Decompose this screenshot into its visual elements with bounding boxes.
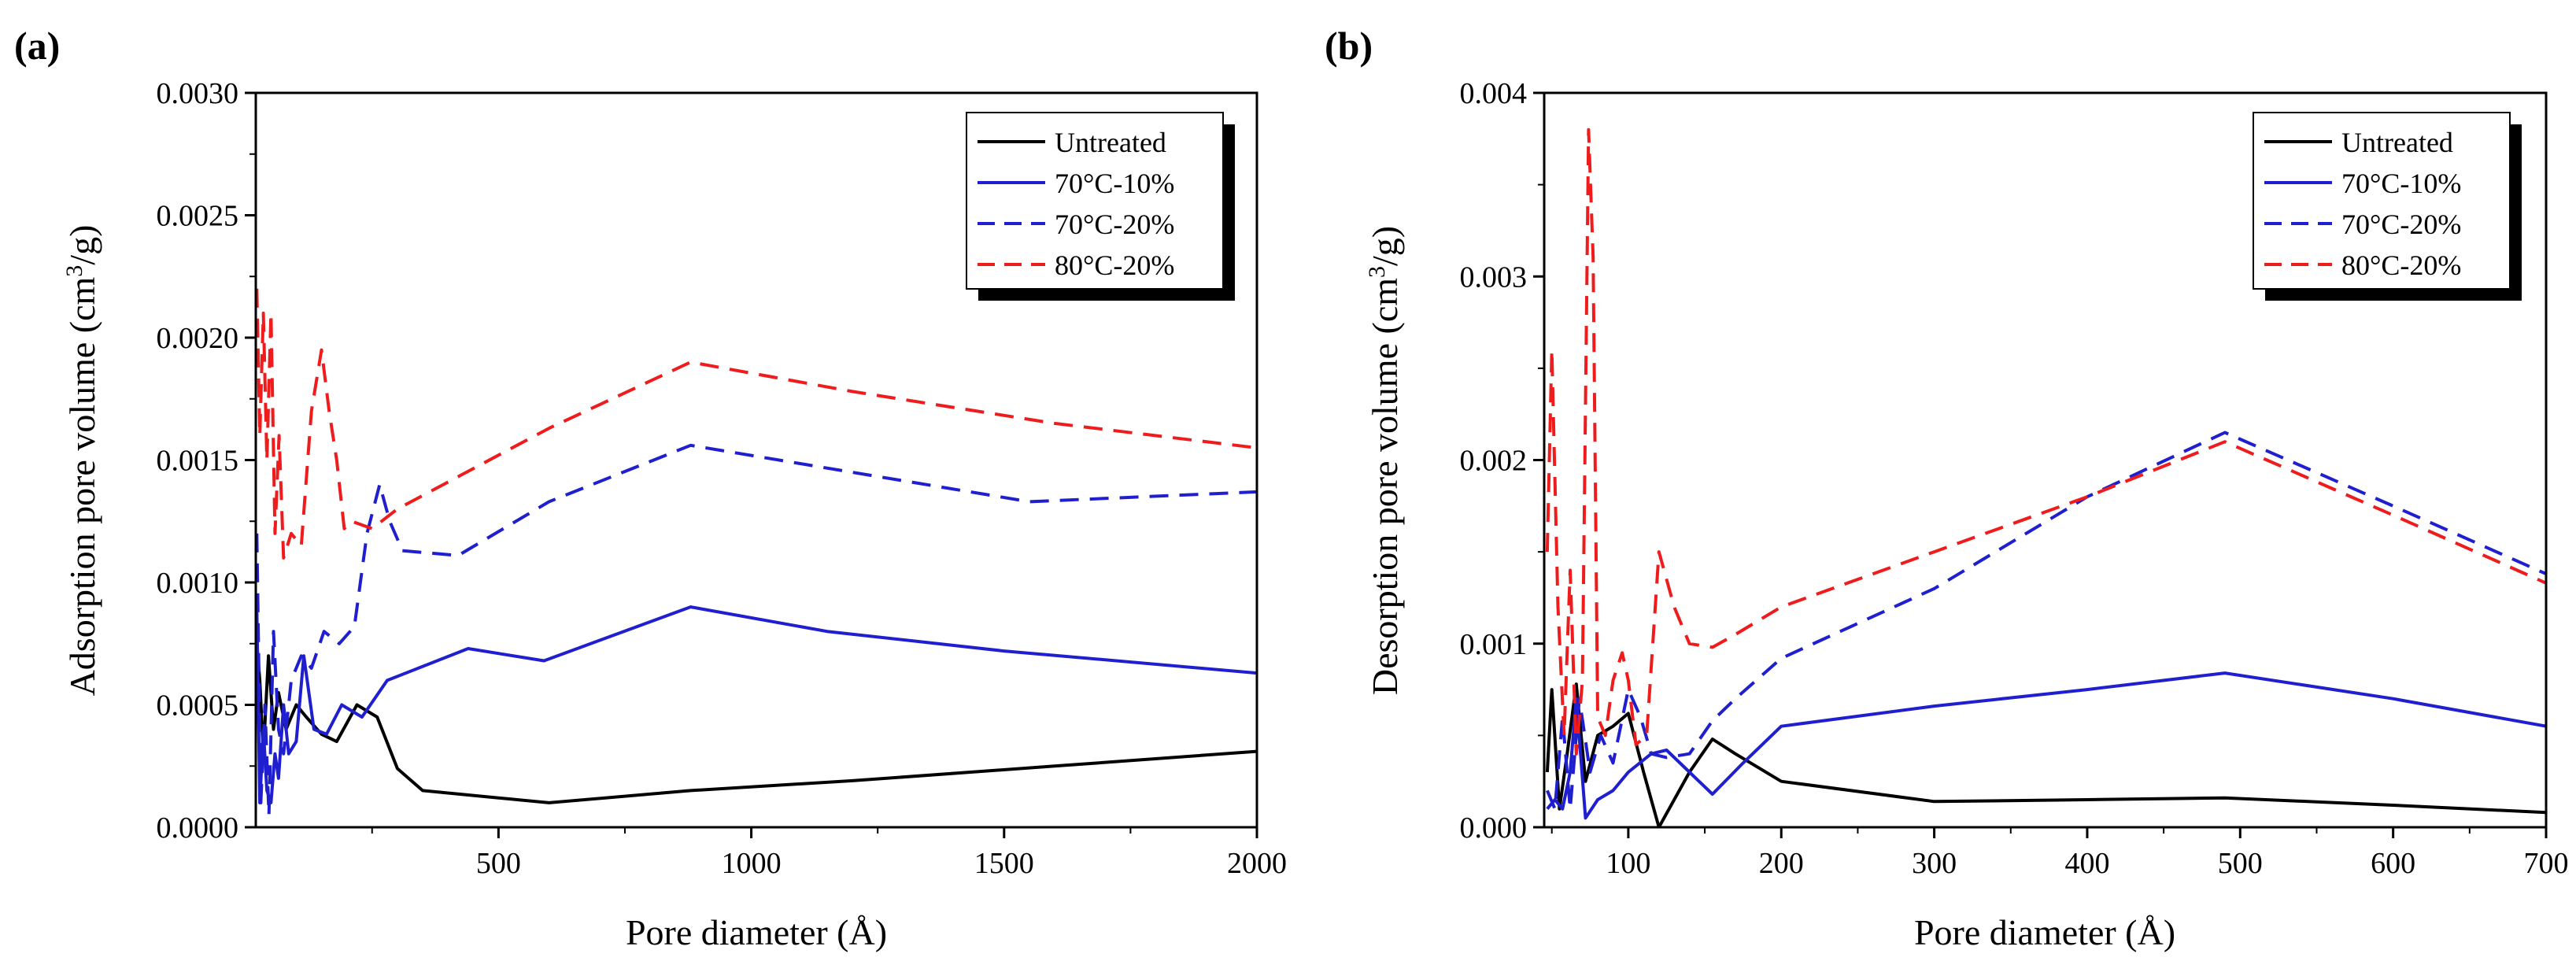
legend-label-70c-20: 70°C-20% [2341,209,2461,240]
legend-label-70c-20: 70°C-20% [1055,209,1174,240]
panel-b-series-group [1545,128,2546,827]
panel-b-y-axis-title-end: /g) [1365,226,1405,266]
panel-b-x-tick-label: 700 [2524,847,2569,880]
panel-b-y-tick-label: 0.001 [1460,628,1528,661]
panel-b-y-tick-label: 0.000 [1460,811,1528,845]
panel-a-label: (a) [14,24,60,68]
panel-a-y-tick-label: 0.0015 [157,445,239,478]
legend-label-80c-20: 80°C-20% [1055,250,1174,281]
panel-a-x-tick-label: 2000 [1227,847,1287,880]
panel-a-x-axis-title: Pore diameter (Å) [626,912,887,952]
panel-a-series-80c-20 [256,288,1257,560]
panel-b-legend: Untreated 70°C-10% 70°C-20% 80°C-20% [2253,112,2522,301]
panel-b-ticks: 100 200 300 400 500 600 700 0.000 0.001 0.002 0.00… [1460,77,2569,880]
panel-b-series-80c-20 [1545,128,2546,756]
panel-a-series-70c-20 [256,443,1257,817]
panel-a-ticks: 500 1000 1500 2000 0.0000 0.0005 0.0010 0.0015 0… [157,77,1288,880]
panel-a-adsorption: (a) 500 1000 1500 2000 0.0000 0.0005 0.0010 0.0… [14,24,1287,952]
panel-b-series-70c-10 [1546,671,2546,820]
panel-a-legend: Untreated 70°C-10% 70°C-20% 80°C-20% [966,112,1235,301]
panel-a-y-axis-title: Adsorption pore volume (cm3/g) [61,225,102,697]
panel-b-x-tick-label: 300 [1912,847,1957,880]
panel-b-x-tick-label: 200 [1759,847,1804,880]
legend-label-untreated: Untreated [1055,127,1166,158]
legend-label-70c-10: 70°C-10% [2341,168,2461,199]
panel-a-x-tick-label: 1500 [974,847,1034,880]
panel-b-series-70c-20 [1546,431,2546,811]
panel-a-y-tick-label: 0.0020 [157,322,239,355]
legend-label-80c-20: 80°C-20% [2341,250,2461,281]
panel-b-desorption: (b) 100 200 300 400 500 600 700 0.000 0.001 0.002… [1325,24,2569,952]
panel-b-label: (b) [1325,24,1373,68]
panel-b-y-tick-label: 0.004 [1460,77,1528,110]
panel-b-x-tick-label: 600 [2371,847,2415,880]
panel-b-x-tick-label: 400 [2064,847,2109,880]
panel-a-y-axis-title-sup: 3 [61,265,87,277]
panel-a-y-axis-title-main: Adsorption pore volume (cm [62,276,102,696]
panel-b-series-untreated [1545,682,2546,827]
panel-b-y-tick-label: 0.003 [1460,261,1528,294]
panel-b-y-axis-title-main: Desorption pore volume (cm [1365,278,1405,695]
panel-a-y-tick-label: 0.0000 [157,811,239,845]
panel-b-x-tick-label: 500 [2218,847,2263,880]
panel-b-x-tick-label: 100 [1606,847,1650,880]
legend-label-70c-10: 70°C-10% [1055,168,1174,199]
panel-a-x-tick-label: 500 [476,847,521,880]
panel-a-series-untreated [256,643,1257,804]
panel-a-y-tick-label: 0.0025 [157,200,239,233]
legend-label-untreated: Untreated [2341,127,2453,158]
panel-a-y-tick-label: 0.0030 [157,77,239,110]
panel-a-y-axis-title-end: /g) [62,225,102,265]
panel-b-x-axis-title: Pore diameter (Å) [1914,912,2175,952]
panel-a-y-tick-label: 0.0005 [157,689,239,723]
panel-b-y-axis-title: Desorption pore volume (cm3/g) [1364,226,1405,695]
panel-a-x-tick-label: 1000 [722,847,782,880]
panel-a-series-group [256,288,1257,817]
panel-a-series-70c-10 [256,605,1257,804]
panel-b-y-tick-label: 0.002 [1460,445,1528,478]
panel-b-y-axis-title-sup: 3 [1364,266,1390,278]
panel-a-y-tick-label: 0.0010 [157,567,239,600]
